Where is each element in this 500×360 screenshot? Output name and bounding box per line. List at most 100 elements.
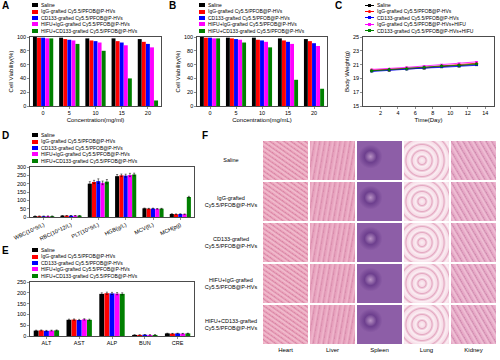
html-text:CD133-grafted Cy5.5/PFOB@P-HVs: CD133-grafted Cy5.5/PFOB@P-HVs xyxy=(208,14,290,21)
svg-text:5: 5 xyxy=(234,110,237,116)
svg-text:HGB(g/L): HGB(g/L) xyxy=(104,221,128,236)
svg-text:23: 23 xyxy=(353,48,359,54)
svg-text:10: 10 xyxy=(259,110,265,116)
svg-text:150: 150 xyxy=(17,189,26,195)
svg-text:100: 100 xyxy=(17,311,26,317)
html-text:HIFU+IgG-grafted Cy5.5/PFOB@P-: HIFU+IgG-grafted Cy5.5/PFOB@P-HVs xyxy=(41,151,130,158)
svg-text:60: 60 xyxy=(187,62,193,68)
html-text:Saline: Saline xyxy=(208,2,222,8)
html-text:HIFU+IgG-grafted Cy5.5/PFOB@P-: HIFU+IgG-grafted Cy5.5/PFOB@P-HVs xyxy=(204,277,258,290)
svg-text:AST: AST xyxy=(74,340,85,346)
svg-text:80: 80 xyxy=(187,48,193,54)
html-text:HIFU+CD133-grafted Cy5.5/PFOB@: HIFU+CD133-grafted Cy5.5/PFOB@P-HVs xyxy=(41,157,138,164)
svg-text:2: 2 xyxy=(379,110,382,116)
svg-text:MCH(pg): MCH(pg) xyxy=(159,221,182,236)
svg-text:20: 20 xyxy=(187,89,193,95)
svg-text:20: 20 xyxy=(311,110,317,116)
svg-text:15: 15 xyxy=(119,110,125,116)
svg-text:40: 40 xyxy=(20,75,26,81)
html-text:HIFU+IgG-grafted Cy5.5/PFOB@P-: HIFU+IgG-grafted Cy5.5/PFOB@P-HVs xyxy=(41,21,130,28)
svg-text:15: 15 xyxy=(353,103,359,109)
html-text:IgG-grafted Cy5.5/PFOB@P-HVs: IgG-grafted Cy5.5/PFOB@P-HVs xyxy=(41,8,116,15)
html-text:Saline: Saline xyxy=(223,157,239,164)
svg-text:250: 250 xyxy=(17,172,26,178)
svg-text:Body Weight(g): Body Weight(g) xyxy=(344,51,350,92)
svg-text:5: 5 xyxy=(68,110,71,116)
html-text:E: E xyxy=(2,245,9,256)
html-text:HIFU+CD133-grafted Cy5.5/PFOB@: HIFU+CD133-grafted Cy5.5/PFOB@P-HVs xyxy=(41,27,138,34)
svg-text:300: 300 xyxy=(17,164,26,170)
html-text:IgG-grafted Cy5.5/PFOB@P-HVs: IgG-grafted Cy5.5/PFOB@P-HVs xyxy=(204,195,258,208)
svg-text:17: 17 xyxy=(353,89,359,95)
svg-text:100: 100 xyxy=(17,197,26,203)
html-text:HIFU+CD133-grafted Cy5.5/PFOB@: HIFU+CD133-grafted Cy5.5/PFOB@P-HVs xyxy=(204,318,258,331)
svg-text:50: 50 xyxy=(20,322,26,328)
svg-text:100: 100 xyxy=(184,34,193,40)
svg-text:8: 8 xyxy=(431,110,434,116)
svg-text:ALP: ALP xyxy=(107,340,118,346)
svg-text:0: 0 xyxy=(42,110,45,116)
html-text:Saline: Saline xyxy=(41,132,55,138)
svg-text:10: 10 xyxy=(92,110,98,116)
svg-text:25: 25 xyxy=(353,34,359,40)
svg-text:20: 20 xyxy=(145,110,151,116)
html-text:HIFU+IgG-grafted Cy5.5/PFOB@P-: HIFU+IgG-grafted Cy5.5/PFOB@P-HVs xyxy=(208,21,297,28)
svg-text:14: 14 xyxy=(482,110,488,116)
svg-text:6: 6 xyxy=(414,110,417,116)
svg-text:0: 0 xyxy=(190,103,193,109)
html-text:IgG-grafted Cy5.5/PFOB@P-HVs: IgG-grafted Cy5.5/PFOB@P-HVs xyxy=(41,253,116,260)
svg-text:60: 60 xyxy=(20,62,26,68)
svg-text:12: 12 xyxy=(465,110,471,116)
svg-text:ALT: ALT xyxy=(42,340,52,346)
svg-text:21: 21 xyxy=(353,62,359,68)
html-text:IgG-grafted Cy5.5/PFOB@P-HVs: IgG-grafted Cy5.5/PFOB@P-HVs xyxy=(41,138,116,145)
html-text:CD133-grafted Cy5.5/PFOB@P-HVs: CD133-grafted Cy5.5/PFOB@P-HVs xyxy=(41,144,123,151)
html-text:CD133-grafted Cy5.5/PFOB@P-HVs: CD133-grafted Cy5.5/PFOB@P-HVs xyxy=(377,14,459,21)
svg-text:19: 19 xyxy=(353,75,359,81)
html-text:C: C xyxy=(335,0,343,11)
svg-text:Cell Viability(%): Cell Viability(%) xyxy=(175,51,181,93)
svg-text:100: 100 xyxy=(17,34,26,40)
svg-text:RBC(10^12/L): RBC(10^12/L) xyxy=(39,221,73,241)
html-text:A: A xyxy=(2,0,10,11)
html-text:Saline: Saline xyxy=(41,2,55,8)
html-text:HIFU+IgG-grafted Cy5.5/PFOB@P-: HIFU+IgG-grafted Cy5.5/PFOB@P-HVs xyxy=(41,266,130,273)
svg-text:0: 0 xyxy=(23,214,26,220)
html-text:CD133-grafted Cy5.5/PFOB@P-HVs: CD133-grafted Cy5.5/PFOB@P-HVs+HIFU xyxy=(377,27,474,34)
html-text:CD133-grafted Cy5.5/PFOB@P-HVs: CD133-grafted Cy5.5/PFOB@P-HVs xyxy=(204,236,258,249)
svg-text:10: 10 xyxy=(447,110,453,116)
svg-text:Time(Day): Time(Day) xyxy=(415,117,443,123)
svg-text:0: 0 xyxy=(208,110,211,116)
html-text:HIFU+CD133-grafted Cy5.5/PFOB@: HIFU+CD133-grafted Cy5.5/PFOB@P-HVs xyxy=(41,272,138,279)
html-text:IgG-grafted Cy5.5/PFOB@P-HVs+H: IgG-grafted Cy5.5/PFOB@P-HVs+HIFU xyxy=(377,21,466,28)
svg-text:40: 40 xyxy=(187,75,193,81)
svg-text:15: 15 xyxy=(285,110,291,116)
html-text:D: D xyxy=(2,130,10,141)
html-text:CD133-grafted Cy5.5/PFOB@P-HVs: CD133-grafted Cy5.5/PFOB@P-HVs xyxy=(41,259,123,266)
svg-text:0: 0 xyxy=(23,333,26,339)
svg-text:CRE: CRE xyxy=(172,340,184,346)
html-text:F: F xyxy=(202,130,209,141)
svg-text:20: 20 xyxy=(20,89,26,95)
svg-text:Concentration(mg/mL): Concentration(mg/mL) xyxy=(232,117,292,123)
svg-text:80: 80 xyxy=(20,48,26,54)
svg-text:200: 200 xyxy=(17,290,26,296)
svg-text:0: 0 xyxy=(23,103,26,109)
svg-text:Cell Viability(%): Cell Viability(%) xyxy=(8,51,14,93)
svg-text:MCV(fL): MCV(fL) xyxy=(133,221,154,235)
html-text:HIFU+CD133-grafted Cy5.5/PFOB@: HIFU+CD133-grafted Cy5.5/PFOB@P-HVs xyxy=(208,27,305,34)
svg-text:Concentration(mg/ml): Concentration(mg/ml) xyxy=(67,117,125,123)
svg-text:200: 200 xyxy=(17,181,26,187)
svg-text:50: 50 xyxy=(20,206,26,212)
svg-text:WBC(10^9/L): WBC(10^9/L) xyxy=(13,221,45,240)
svg-text:150: 150 xyxy=(17,301,26,307)
html-text:IgG-grafted Cy5.5/PFOB@P-HVs: IgG-grafted Cy5.5/PFOB@P-HVs xyxy=(208,8,283,15)
html-text:Saline: Saline xyxy=(377,2,391,8)
svg-text:PLT(10^9/L): PLT(10^9/L) xyxy=(70,221,100,239)
svg-text:250: 250 xyxy=(17,279,26,285)
html-text:CD133-grafted Cy5.5/PFOB@P-HVs: CD133-grafted Cy5.5/PFOB@P-HVs xyxy=(41,14,123,21)
html-text:B: B xyxy=(169,0,177,11)
html-text:IgG-grafted Cy5.5/PFOB@P-HVs: IgG-grafted Cy5.5/PFOB@P-HVs xyxy=(377,8,452,15)
svg-text:4: 4 xyxy=(396,110,399,116)
svg-text:BUN: BUN xyxy=(139,340,151,346)
